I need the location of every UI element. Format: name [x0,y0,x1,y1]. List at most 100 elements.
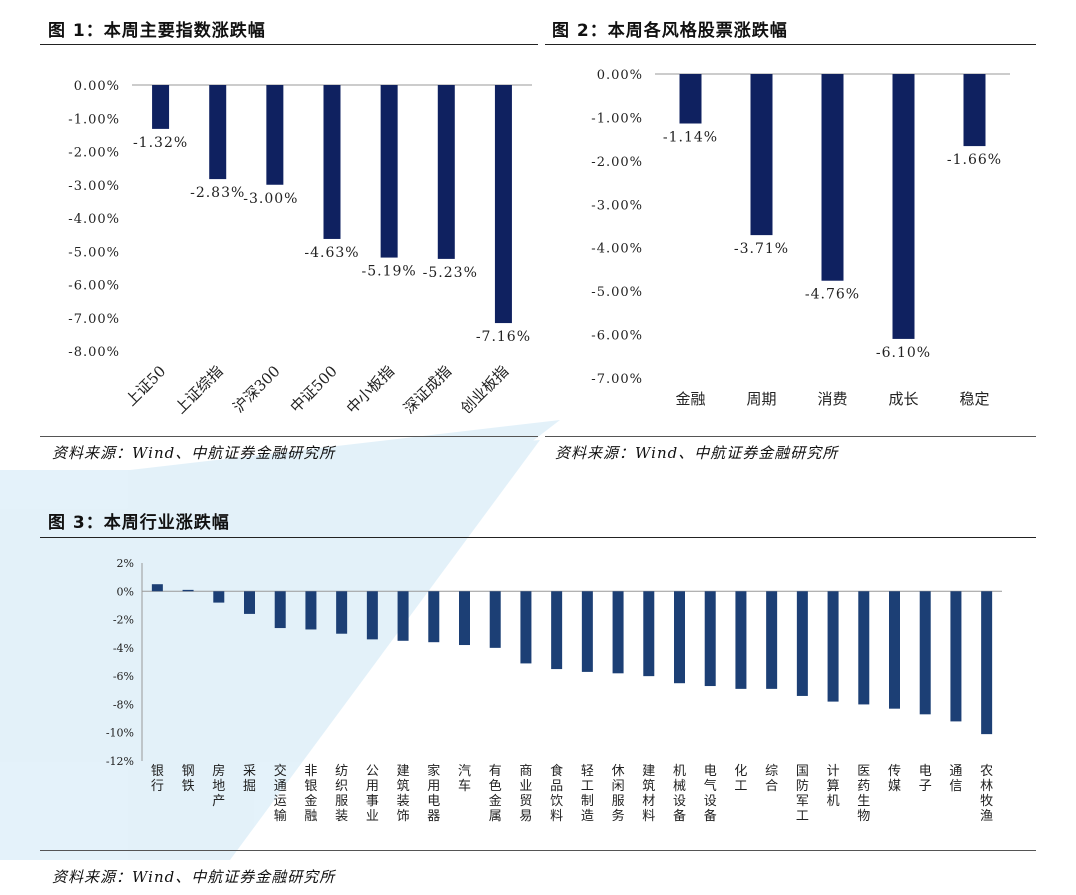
data-label: -4.76% [805,287,860,303]
category-label: 休闲服务 [612,764,625,824]
bar [750,74,773,236]
bar [919,591,931,715]
data-label: -7.16% [476,329,531,345]
bar [274,591,286,629]
bar [336,591,348,634]
y-tick-label: -7.00% [591,372,643,387]
bar [244,591,255,614]
category-label: 医药生物 [857,764,870,824]
y-tick-label: -10% [106,727,134,740]
bar [963,74,986,147]
y-tick-label: -4% [113,642,134,655]
bar [213,591,225,603]
category-label: 中小板指 [343,362,398,417]
category-label: 汽车 [458,764,471,794]
category-label: 电子 [919,764,932,794]
category-label: 采掘 [243,764,256,794]
category-label: 房地产 [212,763,225,809]
bar [380,85,398,258]
category-label: 轻工制造 [581,764,594,824]
category-label: 消费 [817,390,847,408]
category-label: 成长 [888,390,918,408]
category-label: 国防军工 [796,764,809,824]
y-tick-label: -4.00% [591,242,643,257]
figure3-source: 资料来源：Wind、中航证券金融研究所 [52,868,336,886]
y-tick-label: -3.00% [591,198,643,213]
bar [796,591,808,696]
bar [950,591,962,722]
y-tick-label: -2.00% [68,146,120,161]
figure1-chart: 0.00% -1.00% -2.00% -3.00% -4.00% -5.00% -6.00… [68,79,532,417]
data-label: -5.19% [362,264,417,280]
figure3-title: 图 3：本周行业涨跌幅 [48,513,230,533]
y-tick-label: -6% [113,670,134,683]
y-tick-label: -5.00% [591,285,643,300]
bar [397,591,409,641]
bar [674,591,685,684]
bar [366,591,378,640]
bar [704,591,716,687]
y-tick-label: -8.00% [68,345,120,360]
bar [151,584,163,592]
figure2-title: 图 2：本周各风格股票涨跌幅 [552,21,788,41]
bar [489,591,501,648]
data-label: -2.83% [190,185,245,201]
data-label: -1.14% [663,130,718,146]
bar [766,591,778,689]
figure1-top-rule [40,44,538,45]
bar [437,85,455,259]
category-label: 中证500 [287,362,341,416]
bar [858,591,870,705]
bar [323,85,341,239]
y-tick-label: -7.00% [68,312,120,327]
category-label: 农林牧渔 [980,764,993,824]
data-label: -6.10% [876,345,931,361]
y-tick-label: -4.00% [68,212,120,227]
figure1-bottom-rule [40,436,538,437]
data-label: -1.32% [133,135,188,151]
y-tick-label: -2.00% [591,155,643,170]
bar [679,74,702,124]
bar [551,591,563,670]
bar [152,85,170,129]
bar [305,591,317,630]
y-tick-label: -1.00% [68,112,120,127]
category-label: 沪深300 [229,362,283,416]
y-tick-label: -1.00% [591,111,643,126]
y-tick-label: -6.00% [591,329,643,344]
category-label: 公用事业 [366,764,379,824]
category-label: 机械设备 [673,764,686,824]
data-label: -5.23% [423,265,478,281]
category-label: 有色金属 [489,764,502,824]
category-label: 非银金融 [304,764,317,824]
category-label: 交通运输 [274,763,287,824]
y-tick-label: -5.00% [68,245,120,260]
y-tick-label: 0.00% [74,79,120,94]
category-label: 钢铁 [182,764,195,794]
category-label: 周期 [746,390,776,408]
bar [182,589,194,592]
y-tick-label: 0% [117,585,134,598]
category-label: 建筑装饰 [397,764,410,824]
category-label: 综合 [765,764,778,794]
figure3-bottom-rule [40,850,1036,851]
data-label: -3.00% [243,191,298,207]
category-label: 稳定 [959,390,989,408]
category-label: 传媒 [888,764,901,794]
bar [428,591,440,643]
figure2-bottom-rule [545,436,1036,437]
bar [892,74,915,339]
bar [581,591,593,672]
bar [827,591,839,702]
category-label: 食品饮料 [550,763,563,824]
category-label: 电气设备 [704,764,717,824]
data-label: -3.71% [734,241,789,257]
y-tick-label: -8% [113,698,134,711]
bar [494,85,512,324]
figure2-chart: 0.00% -1.00% -2.00% -3.00% -4.00% -5.00% -6.00… [591,68,1010,408]
bar [981,591,993,735]
bar [266,85,284,185]
category-label: 银行 [151,764,164,794]
category-label: 家用电器 [427,763,440,824]
